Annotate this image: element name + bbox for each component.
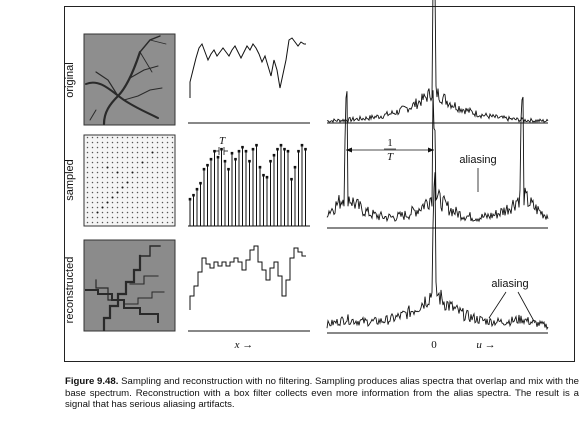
signal-reconstructed: x →: [188, 245, 310, 351]
figure-panel: original sampled reconstructed: [64, 0, 575, 362]
period-label: T: [219, 135, 226, 147]
x-axis-label: x →: [234, 339, 254, 351]
figure-caption: Figure 9.48. Sampling and reconstruction…: [65, 376, 579, 411]
freq-numerator: 1: [387, 137, 393, 149]
u-axis-label: u →: [476, 339, 495, 351]
spectrum-reconstructed: aliasing 0 u →: [326, 172, 549, 351]
row-label-sampled: sampled: [64, 159, 76, 201]
zero-label: 0: [431, 339, 437, 351]
freq-denominator: T: [387, 151, 394, 163]
caption-text: Sampling and reconstruction with no filt…: [65, 376, 580, 411]
leaf-image-original: [83, 33, 176, 126]
spectrum-sampled: 1 T aliasing: [326, 90, 549, 229]
signal-sampled: T: [188, 135, 310, 227]
spectrum-original: [326, 0, 549, 124]
row-label-original: original: [64, 62, 76, 97]
signal-original: [188, 37, 310, 124]
aliasing-label-sampled: aliasing: [459, 154, 496, 166]
leaf-image-reconstructed: [83, 239, 176, 332]
aliasing-label-reconstructed: aliasing: [491, 278, 528, 290]
row-label-reconstructed: reconstructed: [64, 257, 76, 324]
leaf-image-sampled: [83, 134, 176, 227]
caption-label: Figure 9.48.: [65, 376, 119, 387]
